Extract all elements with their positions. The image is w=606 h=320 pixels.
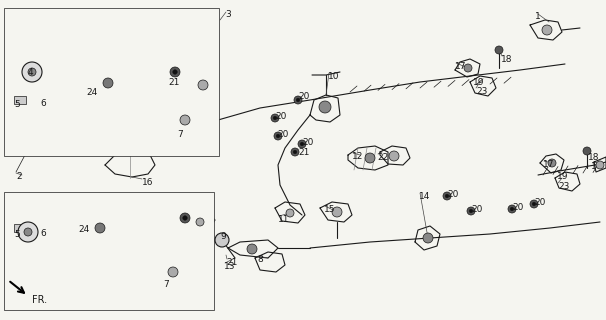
Circle shape — [365, 153, 375, 163]
Text: 20: 20 — [275, 112, 287, 121]
Circle shape — [180, 115, 190, 125]
Text: 10: 10 — [328, 72, 339, 81]
Text: 24: 24 — [86, 88, 97, 97]
Circle shape — [469, 209, 473, 213]
Circle shape — [18, 222, 38, 242]
Circle shape — [445, 194, 449, 198]
Text: 11: 11 — [278, 215, 290, 224]
Circle shape — [274, 132, 282, 140]
Circle shape — [467, 207, 475, 215]
Circle shape — [95, 223, 105, 233]
Text: 21: 21 — [298, 148, 310, 157]
Text: 20: 20 — [512, 203, 524, 212]
Text: 24: 24 — [78, 225, 89, 234]
Text: 7: 7 — [177, 130, 183, 139]
Text: 7: 7 — [163, 280, 168, 289]
Circle shape — [508, 205, 516, 213]
Text: 9: 9 — [220, 232, 226, 241]
Text: FR.: FR. — [32, 295, 47, 305]
Circle shape — [423, 233, 433, 243]
Text: 20: 20 — [534, 198, 545, 207]
Text: 1: 1 — [591, 162, 597, 171]
Text: 12: 12 — [352, 152, 364, 161]
Circle shape — [291, 148, 299, 156]
Text: 23: 23 — [476, 87, 487, 96]
Circle shape — [168, 267, 178, 277]
Text: 8: 8 — [257, 255, 263, 264]
Circle shape — [510, 207, 514, 211]
Bar — [14, 96, 26, 104]
Circle shape — [196, 218, 204, 226]
Circle shape — [273, 116, 277, 120]
Circle shape — [495, 46, 503, 54]
Circle shape — [530, 200, 538, 208]
Circle shape — [180, 213, 190, 223]
Text: 20: 20 — [277, 130, 288, 139]
Text: 20: 20 — [471, 205, 482, 214]
Circle shape — [198, 80, 208, 90]
Bar — [4, 8, 219, 156]
Circle shape — [22, 62, 42, 82]
Circle shape — [532, 202, 536, 206]
Text: 20: 20 — [298, 92, 310, 101]
Circle shape — [183, 216, 187, 220]
Text: 19: 19 — [557, 172, 568, 181]
Circle shape — [443, 192, 451, 200]
Circle shape — [542, 25, 552, 35]
Text: 2: 2 — [16, 172, 22, 181]
Circle shape — [276, 134, 280, 138]
Circle shape — [548, 159, 556, 167]
Circle shape — [247, 244, 257, 254]
Circle shape — [298, 140, 306, 148]
Circle shape — [596, 161, 604, 169]
Text: 20: 20 — [302, 138, 313, 147]
Circle shape — [294, 96, 302, 104]
Circle shape — [271, 114, 279, 122]
Text: 1: 1 — [535, 12, 541, 21]
Circle shape — [215, 233, 229, 247]
Bar — [4, 192, 214, 310]
Circle shape — [296, 98, 300, 102]
Circle shape — [286, 209, 294, 217]
Circle shape — [300, 142, 304, 146]
Text: 6: 6 — [40, 99, 45, 108]
Circle shape — [332, 207, 342, 217]
Text: 6: 6 — [40, 229, 45, 238]
Text: 23: 23 — [558, 182, 570, 191]
Text: 18: 18 — [501, 55, 513, 64]
Circle shape — [170, 67, 180, 77]
Circle shape — [583, 147, 591, 155]
Text: 15: 15 — [324, 205, 336, 214]
Circle shape — [464, 64, 472, 72]
Text: 21: 21 — [226, 258, 238, 267]
Circle shape — [103, 78, 113, 88]
Text: 4: 4 — [28, 68, 33, 77]
Circle shape — [173, 70, 177, 74]
Circle shape — [389, 151, 399, 161]
Text: 13: 13 — [224, 262, 236, 271]
Text: 5: 5 — [14, 230, 20, 239]
Text: 21: 21 — [168, 78, 179, 87]
Text: 3: 3 — [225, 10, 231, 19]
Text: 16: 16 — [142, 178, 153, 187]
Text: 20: 20 — [447, 190, 458, 199]
Text: 5: 5 — [14, 100, 20, 109]
Text: 14: 14 — [419, 192, 430, 201]
Text: 17: 17 — [455, 62, 467, 71]
Text: 17: 17 — [543, 160, 554, 169]
Bar — [14, 224, 26, 232]
Circle shape — [319, 101, 331, 113]
Circle shape — [24, 228, 32, 236]
Circle shape — [28, 68, 36, 76]
Text: 19: 19 — [473, 78, 485, 87]
Text: 22: 22 — [377, 153, 388, 162]
Circle shape — [293, 150, 297, 154]
Text: 18: 18 — [588, 153, 599, 162]
